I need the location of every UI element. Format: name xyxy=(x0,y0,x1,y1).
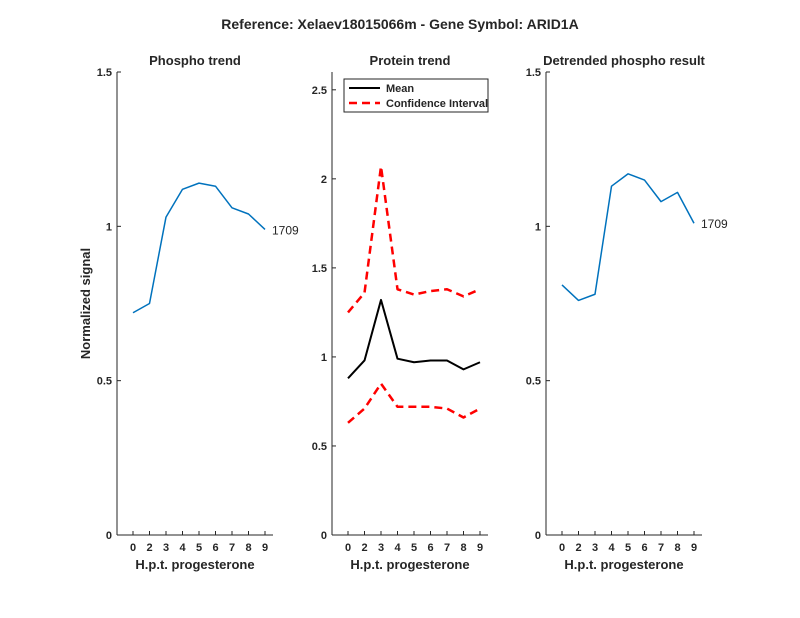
x-tick-label: 0 xyxy=(559,542,565,554)
x-tick-label: 4 xyxy=(608,542,615,554)
x-axis-label: H.p.t. progesterone xyxy=(564,557,683,572)
x-tick-label: 0 xyxy=(130,542,136,554)
y-tick-label: 0 xyxy=(321,530,327,542)
y-tick-label: 1.5 xyxy=(312,263,327,275)
x-tick-label: 6 xyxy=(641,542,647,554)
x-tick-label: 5 xyxy=(411,542,417,554)
x-tick-label: 8 xyxy=(460,542,466,554)
y-tick-label: 0.5 xyxy=(312,441,327,453)
legend-label: Confidence Interval xyxy=(386,98,488,110)
y-tick-label: 0 xyxy=(106,530,112,542)
series-line-1 xyxy=(561,173,695,302)
x-tick-label: 6 xyxy=(212,542,218,554)
x-tick-label: 9 xyxy=(691,542,697,554)
panel-title: Protein trend xyxy=(370,53,451,68)
series-line-1 xyxy=(132,182,266,314)
x-tick-label: 4 xyxy=(394,542,401,554)
y-tick-label: 0 xyxy=(535,530,541,542)
x-tick-label: 2 xyxy=(361,542,367,554)
y-tick-label: 1 xyxy=(321,352,327,364)
y-tick-label: 2 xyxy=(321,174,327,186)
x-tick-label: 2 xyxy=(146,542,152,554)
y-tick-label: 0.5 xyxy=(97,376,112,388)
y-tick-label: 2.5 xyxy=(312,85,327,97)
x-tick-label: 9 xyxy=(477,542,483,554)
y-tick-label: 1.5 xyxy=(526,67,541,79)
y-axis-label: Normalized signal xyxy=(78,248,93,359)
x-tick-label: 7 xyxy=(444,542,450,554)
x-tick-label: 8 xyxy=(674,542,680,554)
x-tick-label: 0 xyxy=(345,542,351,554)
x-axis-label: H.p.t. progesterone xyxy=(350,557,469,572)
legend-label: Mean xyxy=(386,83,414,95)
x-tick-label: 2 xyxy=(575,542,581,554)
x-axis-label: H.p.t. progesterone xyxy=(135,557,254,572)
y-tick-label: 1 xyxy=(535,221,541,233)
legend-box xyxy=(343,78,489,113)
panel-title: Phospho trend xyxy=(149,53,241,68)
x-tick-label: 3 xyxy=(163,542,169,554)
x-tick-label: 5 xyxy=(625,542,631,554)
series-line-3 xyxy=(347,382,481,424)
series-line-2 xyxy=(347,165,481,314)
x-tick-label: 6 xyxy=(427,542,433,554)
series-end-label: 1709 xyxy=(272,223,299,237)
x-tick-label: 7 xyxy=(229,542,235,554)
y-tick-label: 1 xyxy=(106,221,112,233)
y-tick-label: 0.5 xyxy=(526,376,541,388)
x-tick-label: 4 xyxy=(179,542,186,554)
x-tick-label: 3 xyxy=(378,542,384,554)
y-tick-label: 1.5 xyxy=(97,67,112,79)
legend: Mean Confidence Interval xyxy=(343,78,489,113)
series-line-1 xyxy=(347,298,481,379)
series-end-label: 1709 xyxy=(701,217,728,231)
figure-title: Reference: Xelaev18015066m - Gene Symbol… xyxy=(221,16,578,32)
x-tick-label: 5 xyxy=(196,542,202,554)
x-tick-label: 8 xyxy=(245,542,251,554)
x-tick-label: 7 xyxy=(658,542,664,554)
panel-title: Detrended phospho result xyxy=(543,53,705,68)
x-tick-label: 3 xyxy=(592,542,598,554)
x-tick-label: 9 xyxy=(262,542,268,554)
